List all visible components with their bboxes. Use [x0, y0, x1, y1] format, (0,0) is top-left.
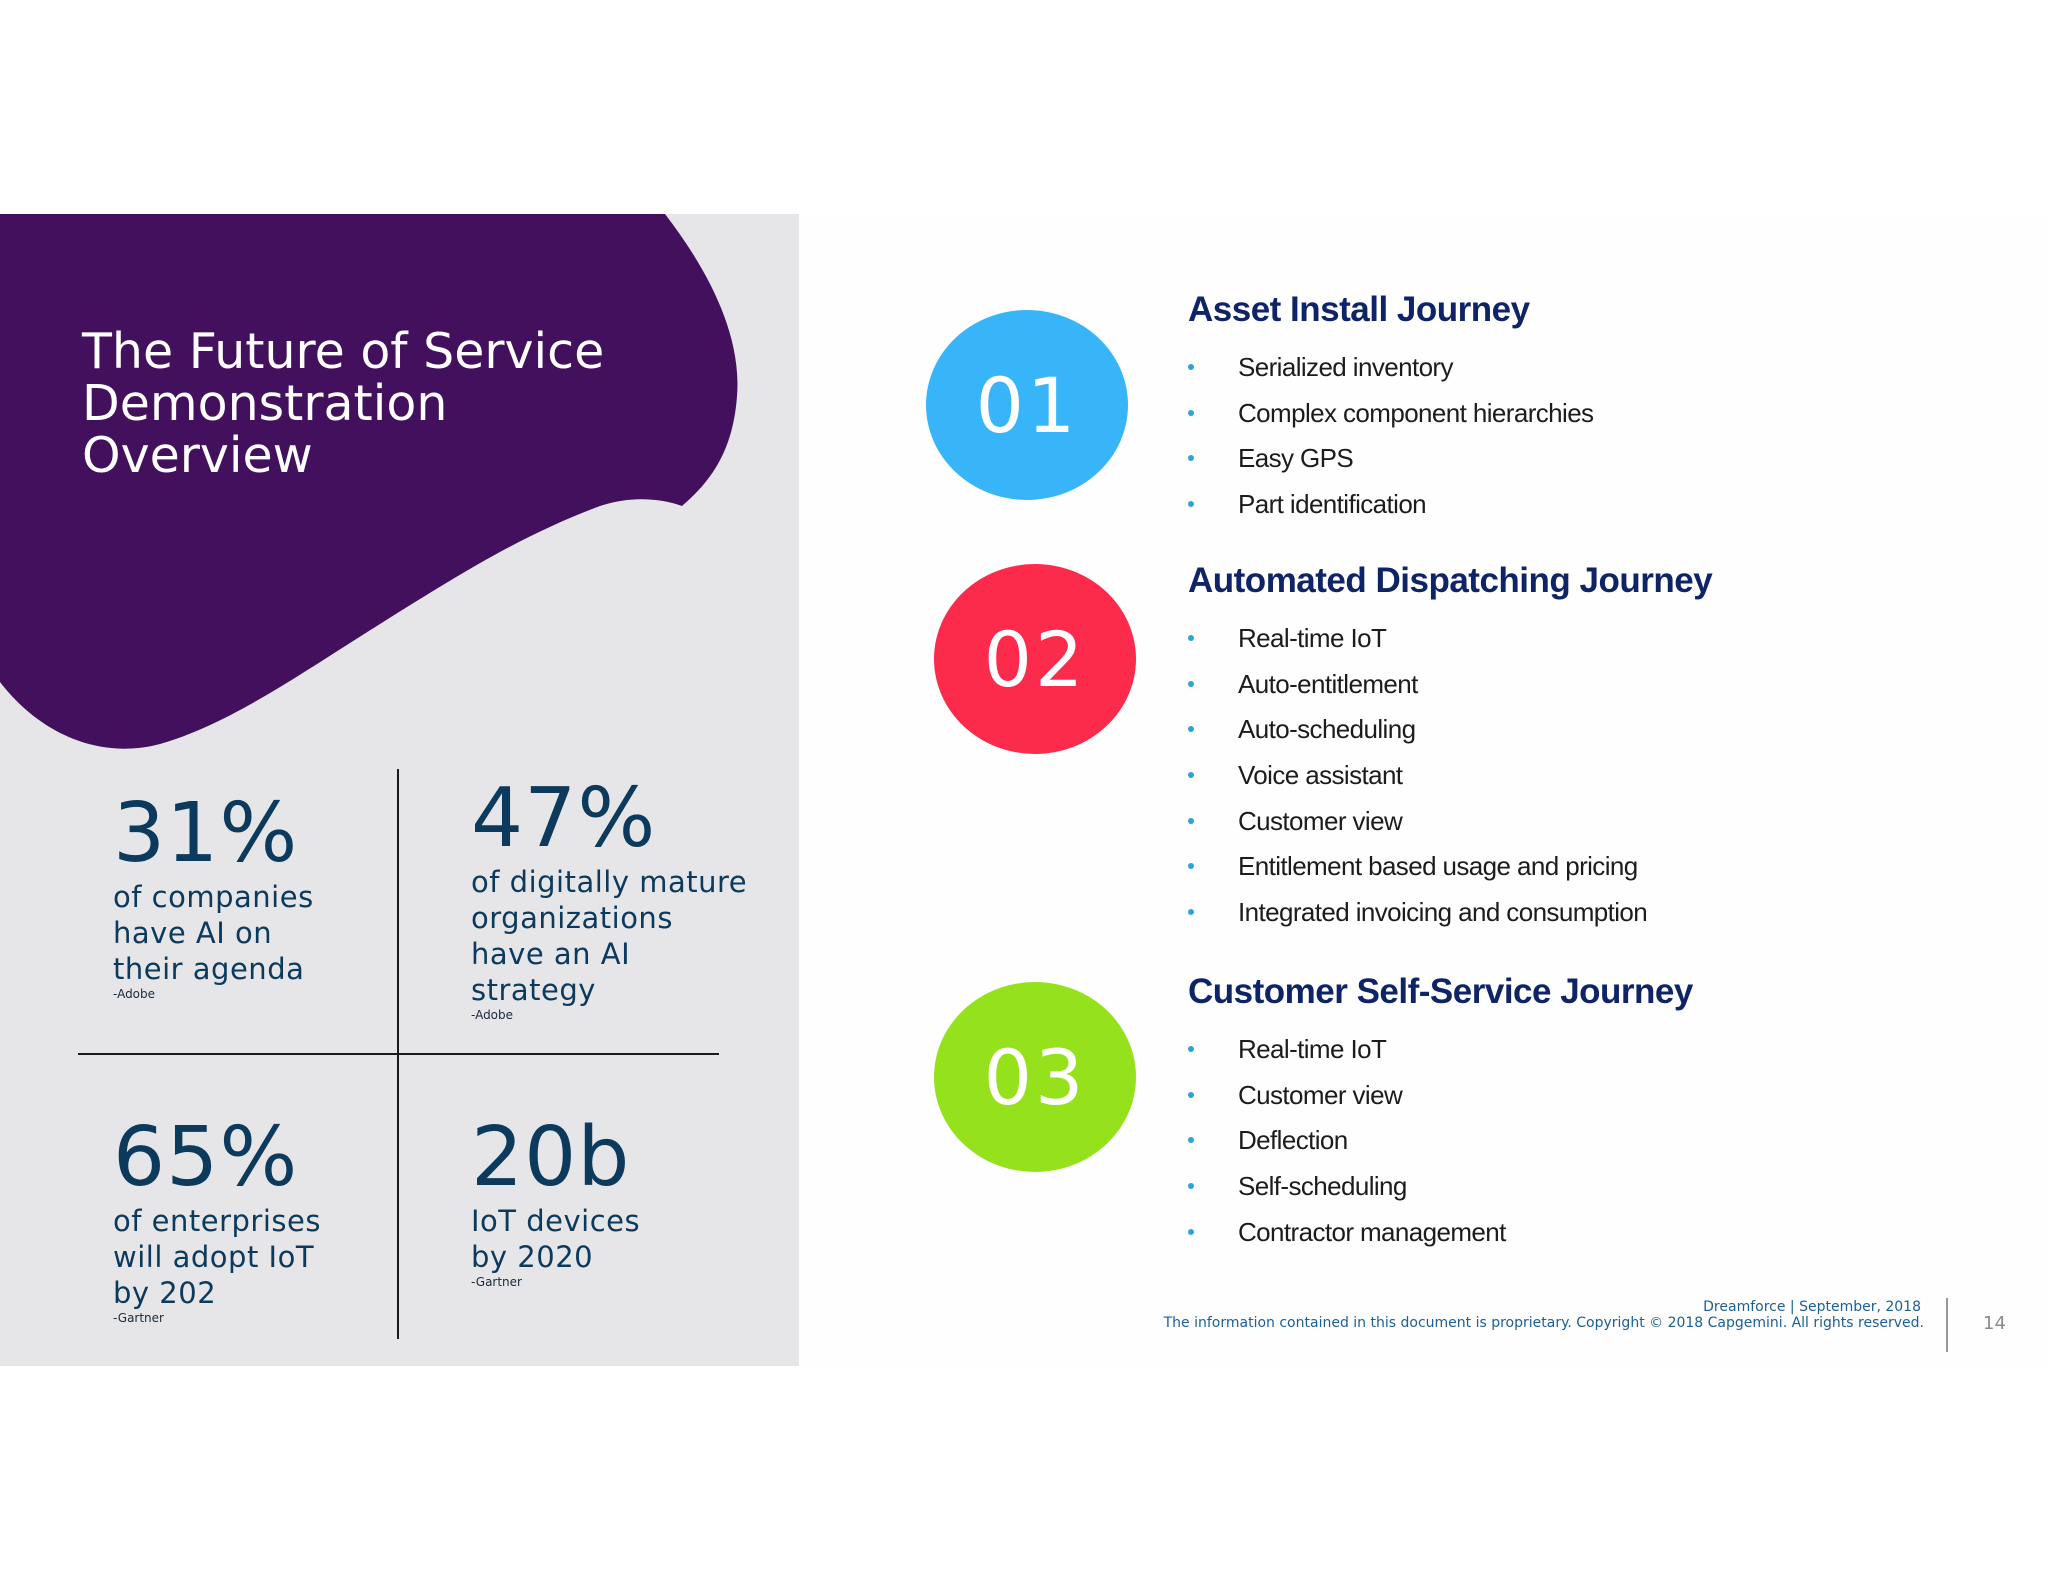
list-item-label: Customer view — [1238, 1079, 1403, 1110]
list-item-label: Integrated invoicing and consumption — [1238, 897, 1648, 928]
list-item-label: Part identification — [1238, 489, 1427, 520]
stat-source: -Gartner — [471, 1275, 522, 1289]
bullet-icon — [1188, 1137, 1194, 1144]
list-item-label: Deflection — [1238, 1125, 1348, 1156]
list-item: Self-scheduling — [1188, 1167, 1988, 1213]
bullet-icon — [1188, 501, 1194, 508]
list-item: Voice assistant — [1188, 756, 1988, 802]
stat-description: of enterprises will adopt IoT by 202 — [113, 1204, 321, 1310]
footer-divider — [1946, 1298, 1948, 1352]
list-item: Serialized inventory — [1188, 348, 1988, 394]
list-item-label: Voice assistant — [1238, 760, 1403, 791]
list-item: Easy GPS — [1188, 439, 1988, 485]
footer-copyright: The information contained in this docume… — [1163, 1315, 1924, 1331]
bullet-icon — [1188, 1183, 1194, 1190]
list-item-label: Entitlement based usage and pricing — [1238, 851, 1638, 882]
list-item: Customer view — [1188, 802, 1988, 848]
list-item: Contractor management — [1188, 1213, 1988, 1259]
list-item-label: Real-time IoT — [1238, 623, 1387, 653]
list-item: Auto-entitlement — [1188, 665, 1988, 711]
stat-value: 20b — [471, 1110, 631, 1205]
bullet-icon — [1188, 726, 1194, 733]
list-item-label: Contractor management — [1238, 1216, 1506, 1247]
journey-title: Asset Install Journey — [1188, 290, 1530, 329]
left-stats-panel: The Future of Service Demonstration Over… — [0, 214, 799, 1366]
slide-title: The Future of Service Demonstration Over… — [82, 323, 605, 484]
page-number: 14 — [1983, 1313, 2006, 1334]
list-item: Real-time IoT — [1188, 1030, 1988, 1076]
list-item: Auto-scheduling — [1188, 710, 1988, 756]
list-item-label: Serialized inventory — [1238, 352, 1454, 382]
journey-number-badge-01: 01 — [926, 310, 1128, 500]
journey-section: Asset Install Journey Serialized invento… — [1188, 290, 1988, 531]
stat-block: 65% of enterprises will adopt IoT by 202… — [113, 1110, 321, 1326]
journey-title: Automated Dispatching Journey — [1188, 561, 1713, 600]
stat-value: 65% — [113, 1110, 299, 1205]
purple-blob-shape — [0, 214, 738, 749]
bullet-icon — [1188, 364, 1194, 370]
journey-title: Customer Self-Service Journey — [1188, 972, 1693, 1011]
list-item-label: Auto-scheduling — [1238, 714, 1416, 745]
stat-block: 20b IoT devices by 2020 -Gartner — [471, 1110, 641, 1290]
list-item: Integrated invoicing and consumption — [1188, 893, 1988, 939]
stat-description: IoT devices by 2020 — [471, 1204, 641, 1274]
bullet-icon — [1188, 1091, 1194, 1098]
journey-number-badge-02: 02 — [934, 564, 1136, 754]
list-item: Customer view — [1188, 1076, 1988, 1122]
journey-section: Automated Dispatching Journey Real-time … — [1188, 561, 1988, 939]
stat-value: 47% — [471, 771, 657, 866]
list-item: Entitlement based usage and pricing — [1188, 847, 1988, 893]
list-item-label: Complex component hierarchies — [1238, 397, 1594, 428]
slide: The Future of Service Demonstration Over… — [0, 214, 2048, 1366]
stat-block: 31% of companies have AI on their agenda… — [113, 786, 314, 1002]
bullet-icon — [1188, 680, 1194, 687]
list-item-label: Easy GPS — [1238, 443, 1354, 474]
journey-feature-list: Real-time IoT Auto-entitlement Auto-sche… — [1188, 619, 1988, 939]
list-item-label: Real-time IoT — [1238, 1034, 1387, 1064]
list-item-label: Customer view — [1238, 805, 1403, 836]
stat-source: -Gartner — [113, 1311, 164, 1325]
stat-source: -Adobe — [471, 1008, 514, 1022]
stat-value: 31% — [113, 786, 299, 881]
stat-block: 47% of digitally mature organizations ha… — [471, 771, 748, 1023]
stat-source: -Adobe — [113, 987, 156, 1001]
list-item: Part identification — [1188, 485, 1988, 531]
bullet-icon — [1188, 909, 1194, 916]
bullet-icon — [1188, 817, 1194, 824]
bullet-icon — [1188, 863, 1194, 870]
bullet-icon — [1188, 1046, 1194, 1052]
bullet-icon — [1188, 409, 1194, 416]
stats-divider-horizontal — [78, 1053, 719, 1055]
journey-section: Customer Self-Service Journey Real-time … — [1188, 972, 1988, 1258]
journey-number-badge-03: 03 — [934, 982, 1136, 1172]
list-item: Real-time IoT — [1188, 619, 1988, 665]
footer-event: Dreamforce | September, 2018 — [1703, 1299, 1921, 1315]
bullet-icon — [1188, 455, 1194, 462]
list-item: Complex component hierarchies — [1188, 394, 1988, 440]
list-item-label: Auto-entitlement — [1238, 668, 1418, 699]
list-item-label: Self-scheduling — [1238, 1171, 1407, 1202]
bullet-icon — [1188, 635, 1194, 641]
stat-description: of digitally mature organizations have a… — [471, 865, 748, 1007]
bullet-icon — [1188, 1228, 1194, 1235]
journey-feature-list: Serialized inventory Complex component h… — [1188, 348, 1988, 531]
list-item: Deflection — [1188, 1121, 1988, 1167]
stat-description: of companies have AI on their agenda — [113, 880, 314, 986]
journey-feature-list: Real-time IoT Customer view Deflection S… — [1188, 1030, 1988, 1258]
bullet-icon — [1188, 772, 1194, 779]
